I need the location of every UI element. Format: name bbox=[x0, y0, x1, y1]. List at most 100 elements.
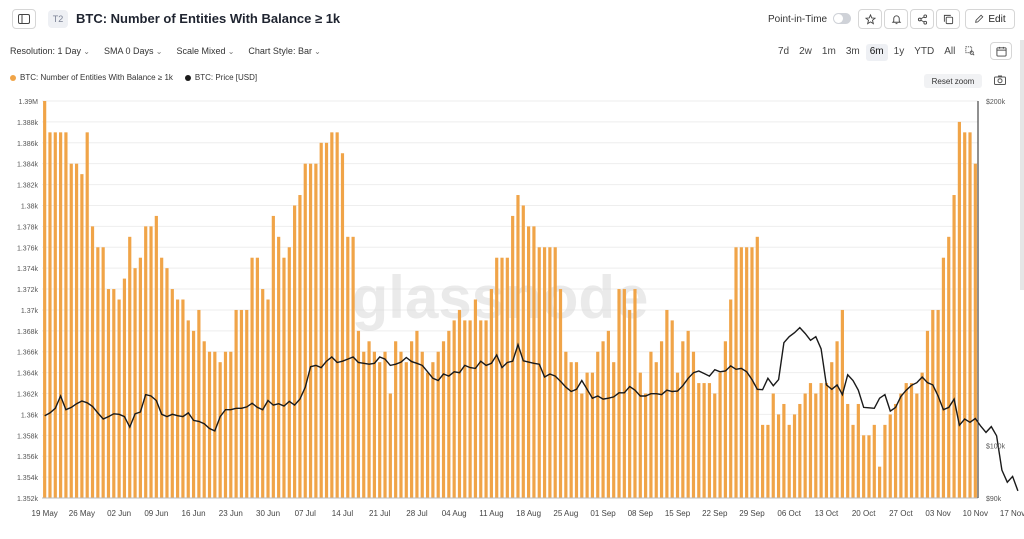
bar bbox=[436, 351, 440, 498]
bar bbox=[64, 132, 68, 498]
bar bbox=[293, 205, 297, 498]
bar bbox=[165, 268, 169, 498]
range-6m[interactable]: 6m bbox=[865, 44, 888, 61]
x-tick-label: 14 Jul bbox=[332, 509, 354, 518]
range-7d[interactable]: 7d bbox=[778, 46, 790, 57]
edit-button[interactable]: Edit bbox=[965, 9, 1015, 29]
duplicate-button[interactable] bbox=[936, 9, 960, 29]
sidebar-toggle-button[interactable] bbox=[12, 9, 36, 29]
bar bbox=[830, 362, 834, 498]
share-icon bbox=[917, 13, 927, 25]
scale-select[interactable]: Scale Mixed bbox=[176, 46, 234, 60]
bar bbox=[319, 142, 323, 498]
bar bbox=[771, 393, 775, 498]
y-left-tick-label: 1.358k bbox=[17, 433, 39, 440]
point-in-time-toggle[interactable] bbox=[833, 13, 851, 24]
bar bbox=[43, 101, 47, 498]
bar bbox=[410, 341, 414, 498]
bar bbox=[968, 132, 972, 498]
bar bbox=[681, 341, 685, 498]
y-left-tick-label: 1.386k bbox=[17, 141, 39, 148]
bar bbox=[261, 289, 265, 498]
bar bbox=[909, 383, 914, 498]
sma-select[interactable]: SMA 0 Days bbox=[104, 46, 162, 60]
range-3m[interactable]: 3m bbox=[845, 46, 860, 57]
bar bbox=[819, 383, 823, 498]
y-left-tick-label: 1.364k bbox=[17, 371, 39, 378]
x-tick-label: 08 Sep bbox=[628, 509, 654, 518]
y-right-tick-label: $200k bbox=[986, 99, 1006, 106]
watermark: glassnode bbox=[352, 264, 649, 331]
bar bbox=[776, 414, 781, 498]
y-left-tick-label: 1.352k bbox=[17, 496, 39, 503]
top-bar: T2 BTC: Number of Entities With Balance … bbox=[0, 0, 1024, 40]
y-left-tick-label: 1.376k bbox=[17, 245, 39, 252]
bar bbox=[947, 236, 951, 498]
page-scrollbar[interactable] bbox=[1020, 40, 1024, 290]
bar bbox=[707, 383, 712, 498]
range-2w[interactable]: 2w bbox=[799, 46, 812, 57]
bar bbox=[425, 372, 430, 498]
bar bbox=[415, 330, 419, 498]
bar bbox=[755, 236, 759, 498]
camera-icon[interactable] bbox=[994, 75, 1006, 85]
bar bbox=[569, 362, 573, 498]
bar bbox=[659, 341, 664, 498]
y-left-tick-label: 1.38k bbox=[21, 203, 39, 210]
reset-zoom-button[interactable]: Reset zoom bbox=[924, 74, 982, 88]
y-left-tick-label: 1.39M bbox=[19, 99, 39, 106]
x-tick-label: 06 Oct bbox=[777, 509, 801, 518]
x-tick-label: 26 May bbox=[69, 509, 95, 518]
bar bbox=[468, 320, 472, 498]
zoom-select-button[interactable] bbox=[961, 44, 979, 61]
resolution-select[interactable]: Resolution: 1 Day bbox=[10, 46, 90, 60]
x-tick-label: 28 Jul bbox=[406, 509, 428, 518]
bar bbox=[176, 299, 180, 498]
y-left-tick-label: 1.366k bbox=[17, 350, 39, 357]
range-1m[interactable]: 1m bbox=[821, 46, 836, 57]
bar bbox=[245, 309, 249, 498]
legend-swatch-price bbox=[184, 74, 191, 81]
bar bbox=[399, 351, 403, 498]
bar bbox=[154, 215, 158, 498]
bar bbox=[74, 163, 79, 498]
bar bbox=[186, 320, 190, 498]
range-1y[interactable]: 1y bbox=[893, 46, 905, 57]
bar bbox=[287, 247, 291, 498]
share-button[interactable] bbox=[910, 9, 934, 29]
bar bbox=[952, 195, 956, 499]
bar bbox=[128, 236, 132, 498]
range-ytd[interactable]: YTD bbox=[914, 46, 935, 57]
range-all[interactable]: All bbox=[944, 46, 956, 57]
bar bbox=[750, 247, 754, 498]
bar bbox=[250, 257, 254, 498]
bar bbox=[702, 383, 706, 498]
bar bbox=[372, 351, 376, 498]
bar bbox=[277, 236, 281, 498]
bar bbox=[255, 257, 259, 498]
alert-button[interactable] bbox=[884, 9, 908, 29]
date-picker-button[interactable] bbox=[990, 42, 1012, 60]
legend-item-price[interactable]: BTC: Price [USD] bbox=[184, 73, 257, 82]
pencil-icon bbox=[975, 14, 984, 23]
bar bbox=[356, 330, 361, 498]
chart-style-select[interactable]: Chart Style: Bar bbox=[248, 46, 320, 60]
x-tick-label: 18 Aug bbox=[516, 509, 541, 518]
bar bbox=[973, 163, 977, 498]
bar bbox=[824, 383, 829, 498]
bar bbox=[431, 362, 435, 498]
bar bbox=[633, 289, 637, 498]
bar bbox=[457, 309, 462, 498]
bar bbox=[314, 163, 318, 498]
legend-item-entities[interactable]: BTC: Number of Entities With Balance ≥ 1… bbox=[10, 73, 173, 82]
star-icon bbox=[864, 13, 876, 25]
bar bbox=[495, 257, 499, 498]
bar bbox=[878, 466, 882, 498]
bar bbox=[899, 393, 903, 498]
bar bbox=[298, 195, 302, 499]
x-tick-label: 01 Sep bbox=[590, 509, 616, 518]
bar bbox=[803, 393, 807, 498]
favorite-button[interactable] bbox=[858, 9, 882, 29]
bar bbox=[362, 351, 366, 498]
